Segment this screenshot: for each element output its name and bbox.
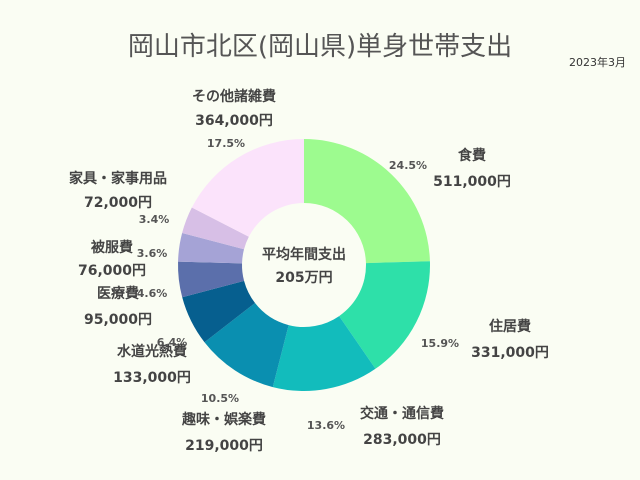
slice-5: [182, 280, 256, 343]
category-label: 住居費: [489, 318, 531, 335]
amount-label: 133,000円: [113, 370, 191, 386]
slice-9: [191, 139, 304, 237]
slice-6: [177, 261, 245, 298]
slice-2: [339, 261, 430, 369]
amount-label: 331,000円: [471, 345, 549, 361]
percent-label: 4.6%: [137, 287, 168, 300]
amount-label: 283,000円: [363, 432, 441, 448]
percent-label: 10.5%: [201, 392, 239, 405]
category-label: 食費: [458, 147, 486, 164]
percent-label: 15.9%: [421, 337, 459, 350]
slice-1: [304, 139, 430, 264]
category-label: 水道光熱費: [117, 343, 187, 360]
slice-7: [178, 233, 245, 264]
chart-title: 岡山市北区(岡山県)単身世帯支出: [127, 32, 513, 62]
amount-label: 76,000円: [78, 263, 146, 279]
slice-3: [272, 316, 376, 391]
category-label: 医療費: [97, 285, 139, 302]
percent-label: 6.4%: [157, 336, 188, 349]
amount-label: 364,000円: [195, 113, 273, 129]
percent-label: 17.5%: [207, 137, 245, 150]
percent-label: 3.6%: [137, 247, 168, 260]
slice-8: [182, 207, 249, 250]
amount-label: 72,000円: [84, 195, 152, 211]
amount-label: 95,000円: [84, 312, 152, 328]
slice-4: [204, 303, 289, 388]
percent-label: 24.5%: [389, 159, 427, 172]
category-label: 家具・家事用品: [69, 170, 167, 187]
category-label: 交通・通信費: [360, 405, 444, 422]
amount-label: 219,000円: [185, 438, 263, 454]
percent-label: 3.4%: [139, 213, 170, 226]
center-label-title: 平均年間支出: [262, 246, 346, 263]
category-label: 趣味・娯楽費: [181, 411, 266, 428]
date-label: 2023年3月: [569, 56, 626, 69]
center-label-total: 205万円: [275, 270, 332, 286]
category-label: 被服費: [91, 239, 133, 256]
amount-label: 511,000円: [433, 174, 511, 190]
percent-label: 13.6%: [307, 419, 345, 432]
category-label: その他諸雑費: [192, 88, 276, 105]
